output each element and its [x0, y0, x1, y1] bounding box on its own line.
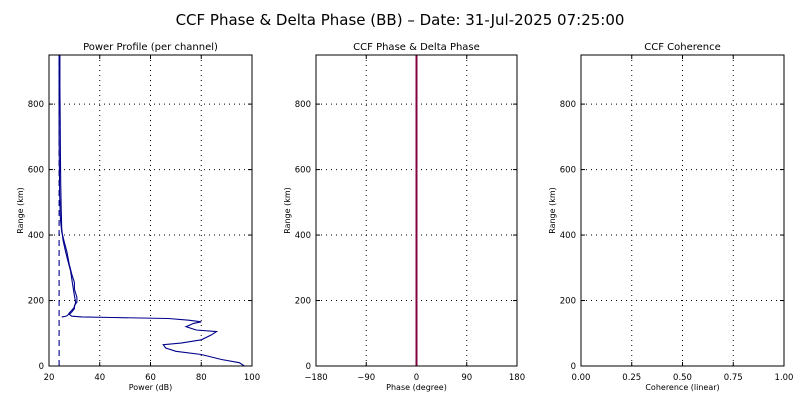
y-tick-label: 0: [306, 362, 311, 372]
y-tick-label: 400: [295, 231, 311, 241]
x-axis-label: Power (dB): [129, 383, 173, 392]
x-tick-label: 20: [44, 373, 55, 383]
x-tick-label: 0.25: [622, 373, 641, 383]
plot-frame: [580, 54, 785, 367]
coherence-panel: CCF Coherence Coherence (linear) Range (…: [548, 42, 793, 392]
plot-frame: [48, 54, 253, 367]
series-line: [58, 55, 245, 367]
x-tick-label: 0.00: [572, 373, 591, 383]
x-tick-label: 0: [414, 373, 419, 383]
y-tick-label: 600: [295, 166, 311, 176]
y-tick-label: 400: [28, 231, 44, 241]
y-tick-label: 800: [560, 100, 576, 110]
y-axis-label: Range (km): [16, 187, 25, 234]
x-tick-label: 180: [509, 373, 525, 383]
y-tick-label: 600: [560, 166, 576, 176]
plot-frame: [315, 54, 518, 367]
x-axis-label: Coherence (linear): [645, 383, 719, 392]
panel-title: CCF Coherence: [644, 42, 721, 53]
panel-title: Power Profile (per channel): [83, 42, 218, 53]
y-tick-label: 600: [28, 166, 44, 176]
y-axis-label: Range (km): [283, 187, 292, 234]
y-tick-label: 0: [571, 362, 576, 372]
y-axis-label: Range (km): [548, 187, 557, 234]
y-tick-label: 400: [560, 231, 576, 241]
series-line: [59, 55, 77, 318]
y-tick-label: 200: [28, 297, 44, 307]
x-tick-label: −180: [304, 373, 327, 383]
y-tick-label: 800: [295, 100, 311, 110]
x-tick-label: 100: [244, 373, 260, 383]
power-profile-panel: Power Profile (per channel) Power (dB) R…: [16, 42, 260, 392]
y-tick-label: 200: [560, 297, 576, 307]
x-tick-label: 60: [145, 373, 156, 383]
x-tick-label: 40: [94, 373, 105, 383]
x-tick-label: 0.50: [673, 373, 692, 383]
y-tick-label: 0: [39, 362, 44, 372]
x-tick-label: 80: [196, 373, 207, 383]
x-tick-label: 90: [461, 373, 472, 383]
x-axis-label: Phase (degree): [386, 383, 447, 392]
main-title: CCF Phase & Delta Phase (BB) – Date: 31-…: [176, 11, 625, 29]
x-tick-label: 1.00: [775, 373, 794, 383]
x-tick-label: 0.75: [724, 373, 743, 383]
x-tick-label: −90: [357, 373, 375, 383]
phase-panel: CCF Phase & Delta Phase Phase (degree) R…: [283, 42, 525, 392]
y-tick-label: 200: [295, 297, 311, 307]
y-tick-label: 800: [28, 100, 44, 110]
panel-title: CCF Phase & Delta Phase: [353, 42, 480, 53]
